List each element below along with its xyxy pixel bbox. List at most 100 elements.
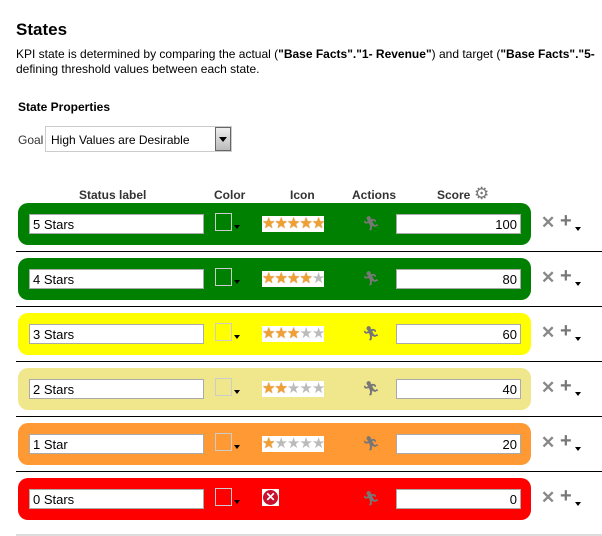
star-icon: ★ — [262, 325, 275, 342]
star-icon: ★ — [311, 270, 325, 287]
status-label-input[interactable]: 0 Stars — [29, 489, 204, 509]
score-input[interactable]: 60 — [396, 324, 521, 344]
add-icon[interactable]: + — [560, 265, 572, 287]
state-row: 0 Stars ✕ 🏃︎ 0 — [18, 478, 531, 520]
status-label-input[interactable]: 2 Stars — [29, 379, 204, 399]
caret-down-icon[interactable] — [575, 392, 581, 399]
header-actions: Actions — [352, 188, 397, 202]
caret-down-icon[interactable] — [575, 447, 581, 454]
color-picker[interactable] — [215, 488, 232, 506]
caret-down-icon[interactable] — [575, 337, 581, 344]
star-icon: ★ — [311, 435, 325, 452]
star-icon: ★ — [311, 215, 325, 232]
add-icon[interactable]: + — [560, 430, 572, 452]
caret-down-icon[interactable] — [575, 502, 581, 509]
rating-icon[interactable]: ★ ★ ★ ★ ★ — [262, 325, 325, 342]
star-icon: ★ — [274, 435, 287, 452]
star-icon: ★ — [286, 380, 300, 397]
delete-icon[interactable]: ✕ — [541, 323, 556, 342]
color-picker[interactable] — [215, 378, 232, 396]
delete-icon[interactable]: ✕ — [541, 433, 556, 452]
star-icon: ★ — [311, 380, 325, 397]
actual-measure: "Base Facts"."1- Revenue" — [278, 47, 432, 61]
action-runner-icon[interactable]: 🏃︎ — [362, 380, 380, 396]
star-icon: ★ — [299, 270, 312, 287]
caret-down-icon[interactable] — [234, 500, 240, 507]
delete-icon[interactable]: ✕ — [541, 378, 556, 397]
add-icon[interactable]: + — [560, 375, 572, 397]
action-runner-icon[interactable]: 🏃︎ — [362, 490, 380, 506]
action-runner-icon[interactable]: 🏃︎ — [362, 270, 380, 286]
star-icon: ★ — [262, 435, 275, 452]
action-runner-icon[interactable]: 🏃︎ — [362, 435, 380, 451]
state-row: 4 Stars ★ ★ ★ ★ ★ 🏃︎ 80 — [18, 258, 531, 300]
header-status-label: Status label — [79, 188, 147, 202]
caret-down-icon[interactable] — [234, 445, 240, 452]
status-label-input[interactable]: 4 Stars — [29, 269, 204, 289]
add-icon[interactable]: + — [560, 485, 572, 507]
delete-icon[interactable]: ✕ — [541, 213, 556, 232]
divider — [16, 361, 602, 362]
star-icon: ★ — [262, 215, 275, 232]
star-icon: ★ — [274, 215, 287, 232]
rating-icon[interactable]: ★ ★ ★ ★ ★ — [262, 215, 325, 232]
score-input[interactable]: 80 — [396, 269, 521, 289]
desc-text: defining threshold values between each s… — [16, 62, 260, 76]
star-icon: ★ — [286, 325, 300, 342]
caret-down-icon[interactable] — [234, 335, 240, 342]
color-picker[interactable] — [215, 268, 232, 286]
delete-icon[interactable]: ✕ — [541, 488, 556, 507]
section-heading: State Properties — [18, 100, 111, 114]
rating-icon[interactable]: ★ ★ ★ ★ ★ — [262, 435, 325, 452]
color-picker[interactable] — [215, 433, 232, 451]
star-icon: ★ — [262, 270, 275, 287]
description: KPI state is determined by comparing the… — [16, 47, 602, 77]
status-label-input[interactable]: 5 Stars — [29, 214, 204, 234]
rating-icon[interactable]: ★ ★ ★ ★ ★ — [262, 270, 325, 287]
divider — [16, 306, 602, 307]
desc-text: ) and target ( — [431, 47, 501, 61]
star-icon: ★ — [286, 435, 300, 452]
rating-icon[interactable]: ★ ★ ★ ★ ★ — [262, 380, 325, 397]
header-color: Color — [214, 188, 246, 202]
status-label-input[interactable]: 3 Stars — [29, 324, 204, 344]
star-icon: ★ — [299, 325, 312, 342]
score-input[interactable]: 40 — [396, 379, 521, 399]
header-icon: Icon — [290, 188, 315, 202]
state-row: 2 Stars ★ ★ ★ ★ ★ 🏃︎ 40 — [18, 368, 531, 410]
header-score: Score — [437, 188, 471, 202]
target-measure: "Base Facts"."5- — [500, 47, 595, 61]
chevron-down-icon[interactable] — [215, 127, 231, 151]
no-state-icon[interactable]: ✕ — [262, 489, 279, 506]
divider — [16, 251, 602, 252]
caret-down-icon[interactable] — [234, 390, 240, 397]
add-icon[interactable]: + — [560, 320, 572, 342]
delete-icon[interactable]: ✕ — [541, 268, 556, 287]
goal-value: High Values are Desirable — [51, 133, 190, 147]
divider — [16, 534, 602, 536]
caret-down-icon[interactable] — [234, 280, 240, 287]
star-icon: ★ — [299, 215, 312, 232]
color-picker[interactable] — [215, 213, 232, 231]
divider — [16, 471, 602, 472]
score-input[interactable]: 0 — [396, 489, 521, 509]
state-row: 1 Star ★ ★ ★ ★ ★ 🏃︎ 20 — [18, 423, 531, 465]
status-label-input[interactable]: 1 Star — [29, 434, 204, 454]
caret-down-icon[interactable] — [575, 282, 581, 289]
action-runner-icon[interactable]: 🏃︎ — [362, 215, 380, 231]
add-icon[interactable]: + — [560, 210, 572, 232]
gear-icon[interactable]: ⚙ — [474, 184, 490, 203]
state-row: 5 Stars ★ ★ ★ ★ ★ 🏃︎ 100 — [18, 203, 531, 245]
desc-text: KPI state is determined by comparing the… — [16, 47, 279, 61]
caret-down-icon[interactable] — [575, 227, 581, 234]
divider — [16, 416, 602, 417]
caret-down-icon[interactable] — [234, 225, 240, 232]
star-icon: ★ — [286, 215, 300, 232]
score-input[interactable]: 100 — [396, 214, 521, 234]
goal-select[interactable]: High Values are Desirable — [45, 126, 232, 152]
color-picker[interactable] — [215, 323, 232, 341]
action-runner-icon[interactable]: 🏃︎ — [362, 325, 380, 341]
star-icon: ★ — [274, 325, 287, 342]
state-row: 3 Stars ★ ★ ★ ★ ★ 🏃︎ 60 — [18, 313, 531, 355]
score-input[interactable]: 20 — [396, 434, 521, 454]
